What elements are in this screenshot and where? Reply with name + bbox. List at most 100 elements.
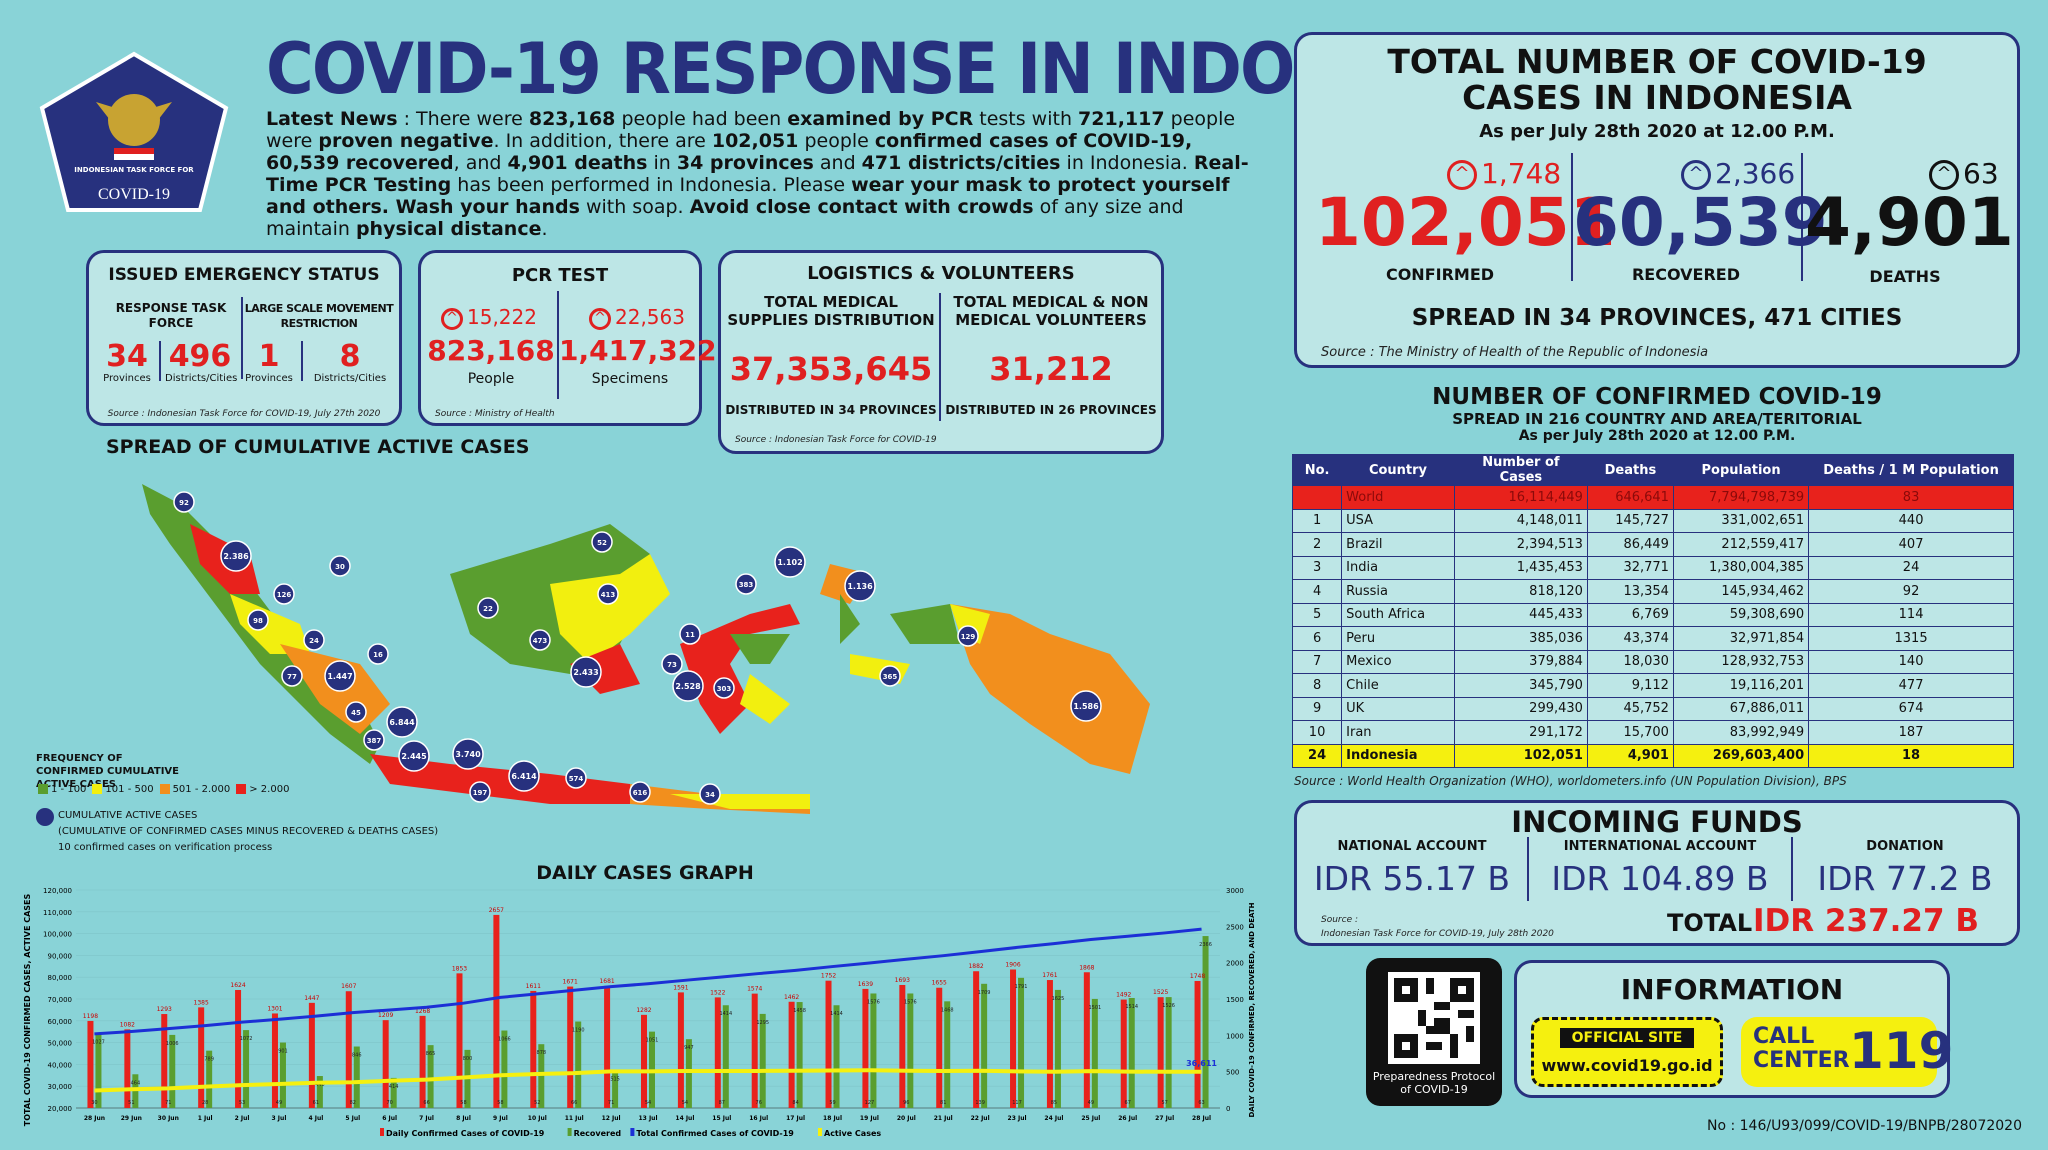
confirmed-data-label: 1748 — [1190, 973, 1205, 980]
recovered-bar — [390, 1077, 397, 1108]
map-bubble — [591, 531, 613, 553]
table-cell: 299,430 — [1453, 696, 1588, 721]
emergency-value-label: Districts/Cities — [313, 373, 387, 384]
donation-value: IDR 77.2 B — [1817, 859, 1993, 898]
call-center-button[interactable]: CALL CENTER 119 — [1741, 1017, 1953, 1087]
official-site-button[interactable]: OFFICIAL SITE www.covid19.go.id — [1531, 1017, 1723, 1087]
confirmed-bar — [382, 1020, 389, 1108]
map-bubble — [477, 597, 499, 619]
map-bubble — [529, 629, 551, 651]
deaths-data-label: 61 — [313, 1100, 319, 1106]
volunteers-title: TOTAL MEDICAL & NON MEDICAL VOLUNTEERS — [953, 293, 1149, 329]
news-segment: proven negative — [318, 130, 494, 152]
news-segment: 4,901 deaths — [507, 152, 648, 174]
x-tick-label: 23 Jul — [1008, 1115, 1027, 1122]
table-cell: 92 — [1808, 579, 2014, 604]
call-number[interactable]: 119 — [1849, 1022, 1954, 1080]
map-bubble — [713, 677, 735, 699]
table-cell: 16,114,449 — [1453, 485, 1588, 510]
confirmed-data-label: 1525 — [1153, 989, 1168, 996]
table-cell: 1,435,453 — [1453, 555, 1588, 580]
map-bubble-label: 98 — [253, 617, 263, 625]
deaths-data-label: 82 — [350, 1100, 356, 1106]
table-cell: 145,934,462 — [1672, 579, 1810, 604]
map-bubble-label: 303 — [717, 685, 732, 693]
table-cell: 19,116,201 — [1672, 673, 1810, 698]
people-label: People — [467, 371, 515, 387]
map-bubble — [597, 583, 619, 605]
bubble-legend-note: (CUMULATIVE OF CONFIRMED CASES MINUS REC… — [58, 826, 439, 837]
map-bubble — [173, 491, 195, 513]
emergency-value: 1 — [258, 339, 280, 374]
x-tick-label: 1 Jul — [198, 1115, 213, 1122]
recovered-bar — [1018, 977, 1025, 1108]
recovered-bar — [1202, 936, 1209, 1108]
y-tick-label-left: 90,000 — [48, 952, 73, 960]
x-tick-label: 25 Jul — [1081, 1115, 1100, 1122]
confirmed-data-label: 1591 — [673, 984, 688, 991]
x-tick-label: 6 Jul — [382, 1115, 397, 1122]
news-segment: in — [647, 152, 677, 174]
map-bubble-label: 6.844 — [389, 718, 415, 727]
official-site-url[interactable]: www.covid19.go.id — [1541, 1056, 1713, 1075]
document-number: No : 146/U93/099/COVID-19/BNPB/28072020 — [1706, 1118, 2022, 1134]
map-bubble-label: 6.414 — [511, 772, 537, 781]
confirmed-data-label: 1868 — [1079, 964, 1094, 971]
map-bubble — [508, 760, 540, 792]
x-tick-label: 27 Jul — [1155, 1115, 1174, 1122]
daily-cases-chart: 20,000 30,000 40,000 50,000 60,000 70,000 80,0… — [20, 880, 1280, 1142]
legend-label: 101 - 500 — [105, 784, 154, 795]
x-tick-label: 26 Jul — [1118, 1115, 1137, 1122]
y-tick-label-right: 2500 — [1226, 923, 1244, 931]
qr-code[interactable] — [1388, 972, 1480, 1064]
recovered-data-label: 1625 — [1052, 996, 1065, 1002]
divider — [301, 341, 303, 381]
table-cell: 83 — [1808, 485, 2014, 510]
table-row: 4 Russia 818,120 13,354 145,934,462 92 — [1291, 579, 2014, 604]
y-tick-label-left: 60,000 — [48, 1018, 73, 1026]
deaths-data-label: 70 — [386, 1100, 392, 1106]
people-increase: ^ 15,222 — [441, 305, 551, 330]
confirmed-bar — [161, 1014, 168, 1108]
confirmed-bar — [899, 984, 906, 1108]
people-tested: 823,168 — [427, 334, 555, 367]
map-bubble — [469, 781, 491, 803]
table-cell: 187 — [1808, 720, 2014, 745]
legend-swatch — [38, 784, 48, 794]
emergency-source: Source : Indonesian Task Force for COVID… — [107, 409, 381, 419]
map-bubble — [735, 573, 757, 595]
table-cell: USA — [1341, 508, 1455, 533]
x-tick-label: 18 Jul — [823, 1115, 842, 1122]
qr-caption: Preparedness Protocol of COVID-19 — [1372, 1070, 1496, 1096]
x-tick-label: 22 Jul — [971, 1115, 990, 1122]
total-confirmed-line — [94, 927, 1202, 1036]
news-segment: . — [541, 218, 548, 240]
logo-small-text: INDONESIAN TASK FORCE FOR — [74, 166, 194, 174]
world-title: NUMBER OF CONFIRMED COVID-19 — [1432, 384, 1882, 410]
news-segment: 721,117 — [1078, 108, 1165, 130]
legend-label: > 2.000 — [249, 784, 290, 795]
table-cell: 445,433 — [1453, 602, 1588, 627]
x-tick-label: 24 Jul — [1044, 1115, 1063, 1122]
confirmed-bar — [124, 1029, 131, 1108]
news-segment: and — [813, 152, 862, 174]
specimens-increase: ^ 22,563 — [589, 305, 709, 330]
recovered-data-label: 1791 — [1015, 984, 1028, 990]
x-tick-label: 10 Jul — [528, 1115, 547, 1122]
map-bubble-label: 1.447 — [327, 672, 352, 681]
table-cell: 9,112 — [1586, 673, 1674, 698]
deaths-data-label: 59 — [829, 1100, 835, 1106]
map-bubble-label: 387 — [367, 737, 382, 745]
table-cell: Iran — [1341, 720, 1455, 745]
deaths-data-label: 71 — [608, 1100, 614, 1106]
deaths-data-label: 49 — [1088, 1100, 1094, 1106]
map-bubble — [699, 783, 721, 805]
confirmed-data-label: 1681 — [599, 978, 614, 985]
confirmed-data-label: 1522 — [710, 989, 725, 996]
deaths-data-label: 53 — [239, 1100, 245, 1106]
qr-card[interactable]: Preparedness Protocol of COVID-19 — [1366, 958, 1502, 1106]
latest-news: Latest News : There were 823,168 people … — [266, 108, 1256, 240]
y-tick-label-right: 3000 — [1226, 887, 1244, 895]
map-bubble-label: 1.136 — [847, 582, 873, 591]
confirmed-data-label: 1607 — [341, 983, 356, 990]
